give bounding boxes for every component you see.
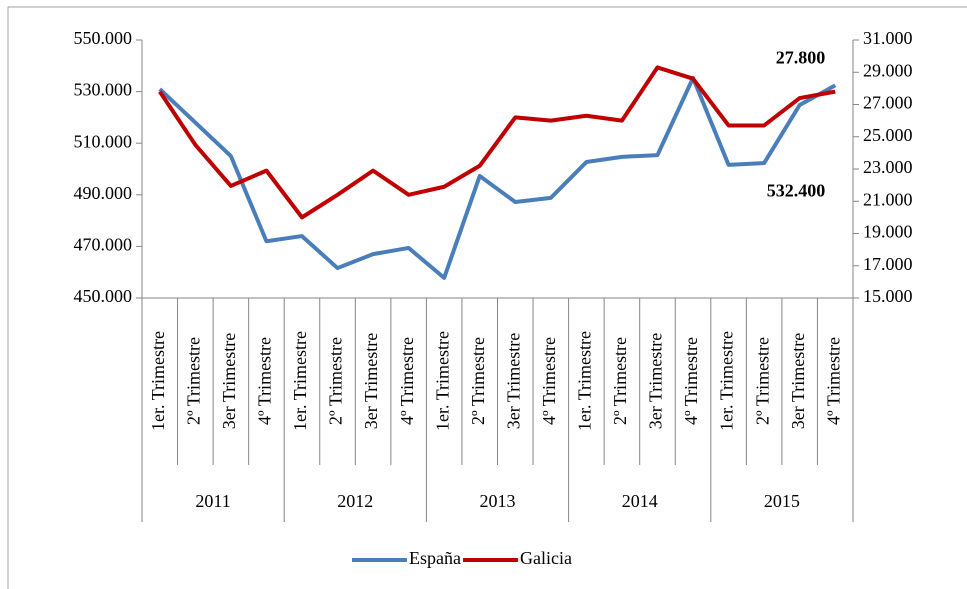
y-tick-label: 510.000 <box>74 131 133 151</box>
y-tick-label: 450.000 <box>74 286 133 306</box>
year-label: 2013 <box>480 491 516 511</box>
legend-label: Galicia <box>520 548 572 568</box>
y-tick-label: 530.000 <box>74 80 133 100</box>
year-label: 2011 <box>195 491 230 511</box>
y2-tick-label: 29.000 <box>863 60 913 80</box>
x-tick-label: 4º Trimestre <box>397 337 417 425</box>
x-tick-label: 4º Trimestre <box>255 337 275 425</box>
x-tick-label: 3er Trimestre <box>646 333 666 430</box>
data-label: 27.800 <box>776 48 826 68</box>
y-tick-label: 490.000 <box>74 183 133 203</box>
legend-label: España <box>409 548 461 568</box>
x-tick-label: 2º Trimestre <box>326 337 346 425</box>
y-tick-label: 550.000 <box>74 28 133 48</box>
x-tick-label: 4º Trimestre <box>539 337 559 425</box>
y2-tick-label: 17.000 <box>863 254 913 274</box>
year-label: 2012 <box>337 491 373 511</box>
x-tick-label: 3er Trimestre <box>788 333 808 430</box>
chart-frame <box>7 6 967 589</box>
y2-tick-label: 25.000 <box>863 125 913 145</box>
year-label: 2014 <box>622 491 658 511</box>
x-tick-label: 1er. Trimestre <box>717 331 737 431</box>
year-label: 2015 <box>764 491 800 511</box>
y2-tick-label: 19.000 <box>863 222 913 242</box>
x-tick-label: 1er. Trimestre <box>290 331 310 431</box>
x-tick-label: 3er Trimestre <box>361 333 381 430</box>
x-tick-label: 1er. Trimestre <box>432 331 452 431</box>
series-line <box>158 65 836 220</box>
y2-tick-label: 31.000 <box>863 28 913 48</box>
y2-tick-label: 15.000 <box>863 286 913 306</box>
x-tick-label: 3er Trimestre <box>219 333 239 430</box>
series-line <box>158 75 837 280</box>
x-tick-label: 2º Trimestre <box>752 337 772 425</box>
y2-tick-label: 27.000 <box>863 93 913 113</box>
y2-tick-label: 21.000 <box>863 189 913 209</box>
x-tick-label: 3er Trimestre <box>503 333 523 430</box>
y-tick-label: 470.000 <box>74 235 133 255</box>
x-tick-label: 2º Trimestre <box>610 337 630 425</box>
x-tick-label: 2º Trimestre <box>468 337 488 425</box>
y2-tick-label: 23.000 <box>863 157 913 177</box>
x-tick-label: 4º Trimestre <box>823 337 843 425</box>
x-tick-label: 2º Trimestre <box>183 337 203 425</box>
x-tick-label: 1er. Trimestre <box>575 331 595 431</box>
x-tick-label: 1er. Trimestre <box>148 331 168 431</box>
data-label: 532.400 <box>767 181 826 201</box>
x-tick-label: 4º Trimestre <box>681 337 701 425</box>
